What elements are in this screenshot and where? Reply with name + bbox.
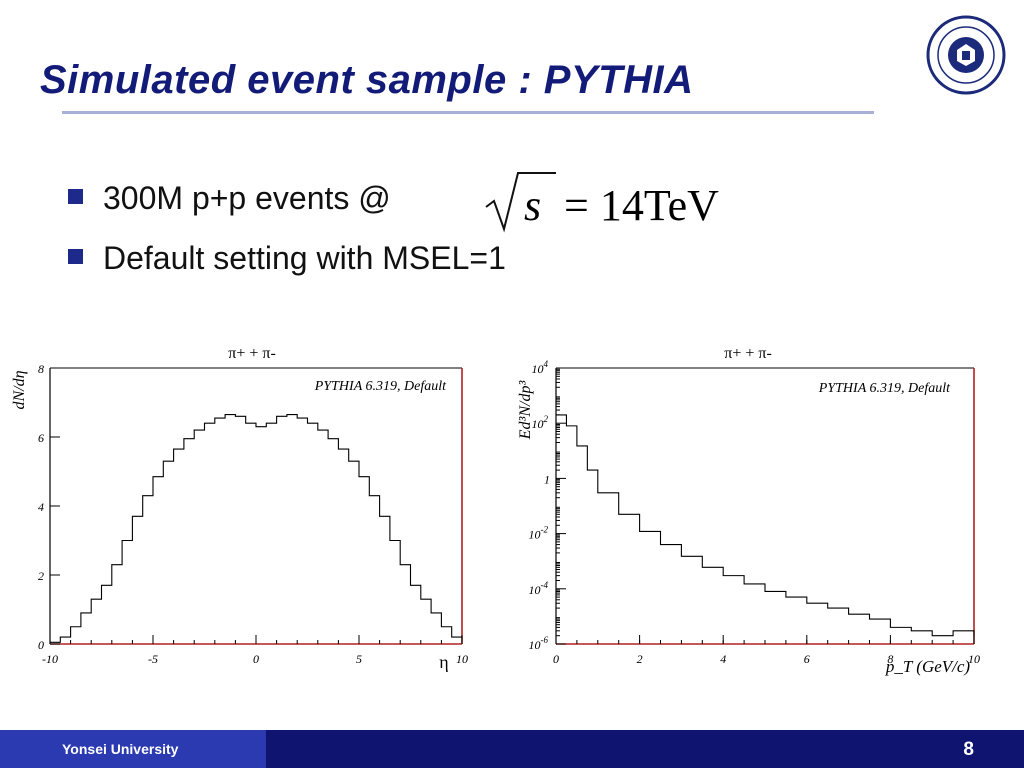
pt-plot-xlabel: p_T (GeV/c)	[885, 657, 971, 676]
x-tick-label: 4	[720, 652, 726, 666]
y-tick-label: 102	[532, 414, 549, 431]
x-tick-label: -10	[42, 652, 58, 666]
title-underline	[62, 111, 874, 114]
y-tick-label: 6	[38, 431, 44, 445]
formula-sqrt-arg: s	[524, 181, 541, 230]
bullet-setting: Default setting with MSEL=1	[68, 240, 506, 277]
footer-bar: Yonsei University 8	[0, 730, 1024, 768]
y-tick-label: 0	[38, 638, 44, 652]
bullet-square-icon	[68, 189, 83, 205]
footer-tab: Yonsei University	[0, 730, 266, 768]
y-tick-label: 2	[38, 569, 44, 583]
bullet-setting-text: Default setting with MSEL=1	[103, 240, 506, 276]
pt-histogram-line	[556, 414, 975, 637]
university-seal-logo	[926, 15, 1006, 95]
y-tick-label: 4	[38, 500, 44, 514]
pt-plot-title: π+ + π-	[724, 345, 772, 362]
eta-plot-annotation: PYTHIA 6.319, Default	[314, 379, 447, 394]
y-tick-label: 1	[544, 472, 550, 486]
formula-rhs: = 14TeV	[564, 181, 719, 230]
x-tick-label: 2	[637, 652, 643, 666]
slide-title: Simulated event sample : PYTHIA	[40, 58, 694, 102]
x-tick-label: 10	[968, 652, 980, 666]
pt-plot-annotation: PYTHIA 6.319, Default	[818, 381, 951, 396]
x-tick-label: 10	[456, 652, 468, 666]
pt-spectrum-plot: π+ + π- PYTHIA 6.319, Default Ed³N/dp³ p…	[517, 345, 980, 676]
energy-formula: s = 14TeV	[485, 172, 719, 233]
x-tick-label: 0	[553, 652, 559, 666]
x-tick-label: 5	[356, 652, 362, 666]
x-tick-label: 8	[887, 652, 893, 666]
y-tick-label: 104	[532, 359, 549, 376]
eta-histogram-line	[50, 414, 463, 643]
y-tick-label: 10-6	[529, 635, 549, 652]
eta-distribution-plot: π+ + π- PYTHIA 6.319, Default dN/dη η 0 2…	[11, 345, 468, 672]
pt-plot-ylabel: Ed³N/dp³	[517, 381, 534, 441]
eta-plot-ylabel: dN/dη	[11, 370, 28, 409]
x-tick-label: 6	[804, 652, 810, 666]
page-number: 8	[963, 739, 974, 760]
bullet-square-icon	[68, 249, 83, 265]
y-tick-label: 10-2	[529, 525, 549, 542]
y-tick-label: 8	[38, 362, 44, 376]
y-tick-label: 10-4	[529, 580, 549, 597]
eta-plot-title: π+ + π-	[228, 345, 276, 362]
x-tick-label: -5	[148, 652, 158, 666]
eta-plot-xlabel: η	[439, 652, 448, 672]
bullet-events-text: 300M p+p events @	[103, 180, 391, 216]
footer-university-name: Yonsei University	[62, 741, 179, 757]
bullet-events: 300M p+p events @	[68, 180, 391, 217]
x-tick-label: 0	[253, 652, 259, 666]
